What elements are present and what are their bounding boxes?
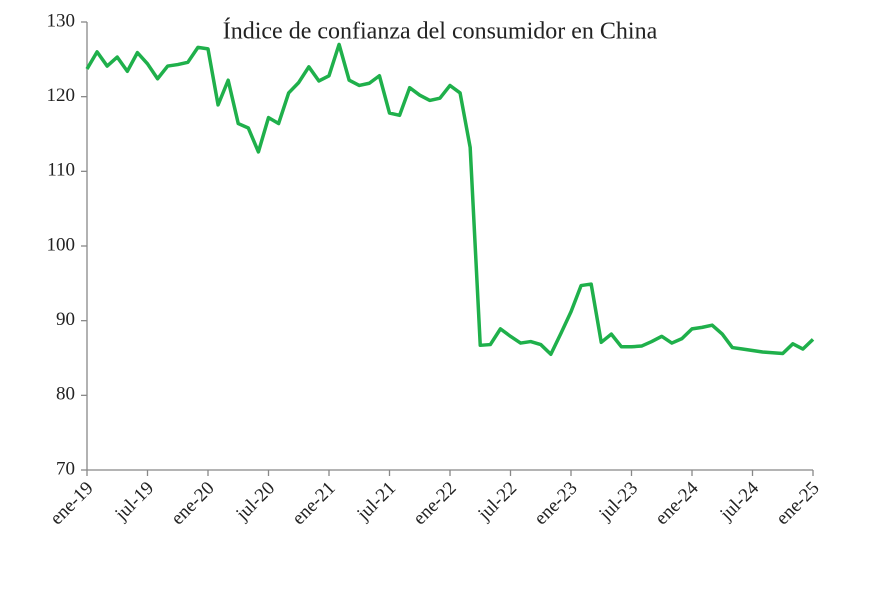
line-series — [85, 42, 815, 357]
y-tick-label: 120 — [47, 85, 76, 106]
x-tick-label: jul-23 — [594, 478, 642, 526]
y-tick-label: 100 — [47, 234, 76, 255]
y-tick-label: 110 — [47, 160, 75, 181]
x-tick-label: ene-19 — [46, 478, 97, 529]
y-tick-label: 130 — [47, 10, 76, 31]
x-tick-label: jul-19 — [110, 478, 158, 526]
x-tick-label: ene-22 — [409, 478, 460, 529]
x-tick-label: jul-24 — [715, 477, 763, 525]
y-tick-label: 90 — [56, 309, 75, 330]
x-tick-label: ene-23 — [530, 478, 581, 529]
x-tick-label: ene-24 — [651, 477, 703, 529]
x-tick-label: ene-21 — [288, 478, 339, 529]
x-tick-label: jul-21 — [352, 478, 400, 526]
y-tick-label: 80 — [56, 384, 75, 405]
x-tick-label: ene-20 — [167, 478, 218, 529]
y-tick-label: 70 — [56, 458, 75, 479]
x-tick-label: jul-22 — [473, 478, 521, 526]
chart-title: Índice de confianza del consumidor en Ch… — [223, 19, 658, 45]
x-tick-label: ene-25 — [772, 478, 823, 529]
x-tick-label: jul-20 — [231, 478, 279, 526]
